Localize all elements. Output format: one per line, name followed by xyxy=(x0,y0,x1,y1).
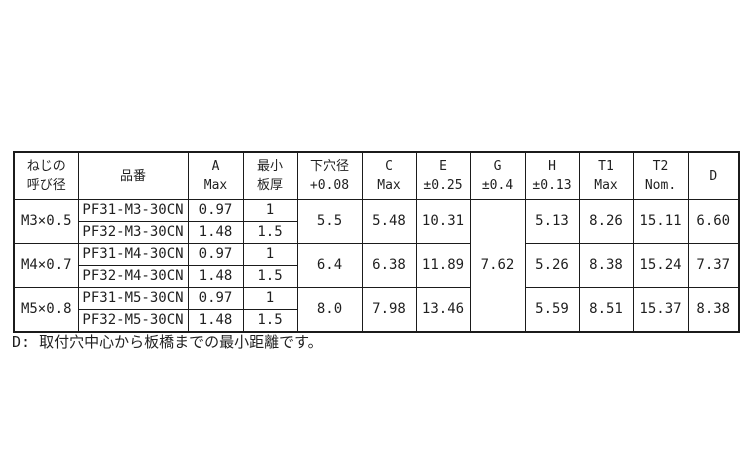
header-line: A xyxy=(211,159,220,174)
header-line: G xyxy=(493,159,502,174)
cell-c-max: 6.38 xyxy=(361,243,417,288)
cell-part-number: PF32-M3-30CN xyxy=(77,221,189,244)
header-line: ±0.13 xyxy=(532,178,572,193)
cell-a-max: 1.48 xyxy=(187,265,244,288)
spec-table-container: ねじの呼び径 品番 A Max 最小板厚 下穴径 +0.08 C Max E ±0.25… xyxy=(13,151,740,333)
cell-t1-max: 8.51 xyxy=(578,287,634,333)
header-line: D xyxy=(709,168,718,184)
table-row: M5×0.8 PF31-M5-30CN 0.97 1 8.0 7.98 13.4… xyxy=(13,287,740,333)
footnote-d-definition: D: 取付穴中心から板橋までの最小距離です。 xyxy=(12,333,323,351)
spec-table: ねじの呼び径 品番 A Max 最小板厚 下穴径 +0.08 C Max E ±0.25… xyxy=(13,151,740,333)
header-line: T2 xyxy=(652,159,669,174)
header-line: 品番 xyxy=(119,168,146,184)
header-line: T1 xyxy=(598,159,614,174)
col-header-thread-size: ねじの 呼び径 xyxy=(13,151,79,200)
cell-pilot-hole: 5.5 xyxy=(296,199,363,244)
header-line: H xyxy=(548,159,556,174)
header-line: Max xyxy=(203,178,228,193)
col-header-h: H ±0.13 xyxy=(524,151,580,200)
table-row: M4×0.7 PF31-M4-30CN 0.97 1 6.4 6.38 11.8… xyxy=(13,243,740,288)
col-header-pilot-hole: 下穴径 +0.08 xyxy=(296,151,363,200)
col-header-d: D xyxy=(687,151,740,200)
cell-part-number: PF32-M4-30CN xyxy=(77,265,189,288)
header-line: ねじの xyxy=(26,159,66,174)
cell-min-thickness: 1 xyxy=(242,243,298,266)
cell-e: 10.31 xyxy=(415,199,471,244)
cell-t1-max: 8.38 xyxy=(578,243,634,288)
header-line: E xyxy=(439,159,447,174)
col-header-g: G ±0.4 xyxy=(469,151,526,200)
header-line: 下穴径 xyxy=(309,159,349,174)
col-header-t2-nom: T2 Nom. xyxy=(632,151,689,200)
cell-min-thickness: 1 xyxy=(242,199,298,222)
cell-a-max: 1.48 xyxy=(187,309,244,333)
cell-part-number: PF31-M5-30CN xyxy=(77,287,189,310)
col-header-part-number: 品番 xyxy=(77,151,189,200)
cell-thread-size: M4×0.7 xyxy=(13,243,79,288)
header-line: 呼び径 xyxy=(26,178,66,193)
col-header-c-max: C Max xyxy=(361,151,417,200)
col-header-min-thickness: 最小 板厚 xyxy=(242,151,298,200)
header-line: ±0.4 xyxy=(481,178,514,193)
cell-c-max: 7.98 xyxy=(361,287,417,333)
cell-t2-nom: 15.24 xyxy=(632,243,689,288)
cell-pilot-hole: 6.4 xyxy=(296,243,363,288)
cell-pilot-hole: 8.0 xyxy=(296,287,363,333)
cell-min-thickness: 1 xyxy=(242,287,298,310)
cell-a-max: 0.97 xyxy=(187,243,244,266)
table-row: M3×0.5 PF31-M3-30CN 0.97 1 5.5 5.48 10.3… xyxy=(13,199,740,333)
cell-part-number: PF31-M3-30CN xyxy=(77,199,189,222)
table-row: PF32-M4-30CN 1.48 1.5 xyxy=(14,265,739,288)
cell-thread-size: M3×0.5 xyxy=(13,199,79,244)
cell-c-max: 5.48 xyxy=(361,199,417,244)
cell-g: 7.62 xyxy=(469,199,526,333)
header-line: 最小 xyxy=(256,159,283,174)
cell-part-number: PF32-M5-30CN xyxy=(77,309,189,333)
col-header-a-max: A Max xyxy=(187,151,244,200)
header-line: 板厚 xyxy=(256,178,283,193)
cell-t1-max: 8.26 xyxy=(578,199,634,244)
header-line: Max xyxy=(377,178,401,193)
cell-min-thickness: 1.5 xyxy=(242,221,298,244)
cell-e: 11.89 xyxy=(415,243,471,288)
header-row: ねじの呼び径 品番 A Max 最小板厚 下穴径 +0.08 C Max E ±0.25… xyxy=(13,151,740,200)
cell-h: 5.26 xyxy=(524,243,580,288)
header-line: Max xyxy=(594,178,618,193)
cell-d: 6.60 xyxy=(687,199,740,244)
col-header-t1-max: T1 Max xyxy=(578,151,634,200)
cell-e: 13.46 xyxy=(415,287,471,333)
header-line: ±0.25 xyxy=(423,178,463,193)
cell-d: 8.38 xyxy=(687,287,740,333)
header-line: Nom. xyxy=(644,178,677,193)
cell-part-number: PF31-M4-30CN xyxy=(77,243,189,266)
table-row: PF32-M5-30CN 1.48 1.5 xyxy=(14,309,739,333)
cell-t2-nom: 15.37 xyxy=(632,287,689,333)
cell-h: 5.59 xyxy=(524,287,580,333)
cell-thread-size: M5×0.8 xyxy=(13,287,79,333)
cell-h: 5.13 xyxy=(524,199,580,244)
cell-a-max: 0.97 xyxy=(187,287,244,310)
cell-min-thickness: 1.5 xyxy=(242,309,298,333)
cell-a-max: 1.48 xyxy=(187,221,244,244)
header-line: C xyxy=(385,159,393,174)
cell-t2-nom: 15.11 xyxy=(632,199,689,244)
header-line: +0.08 xyxy=(309,178,350,193)
cell-min-thickness: 1.5 xyxy=(242,265,298,288)
cell-d: 7.37 xyxy=(687,243,740,288)
col-header-e: E ±0.25 xyxy=(415,151,471,200)
cell-a-max: 0.97 xyxy=(187,199,244,222)
